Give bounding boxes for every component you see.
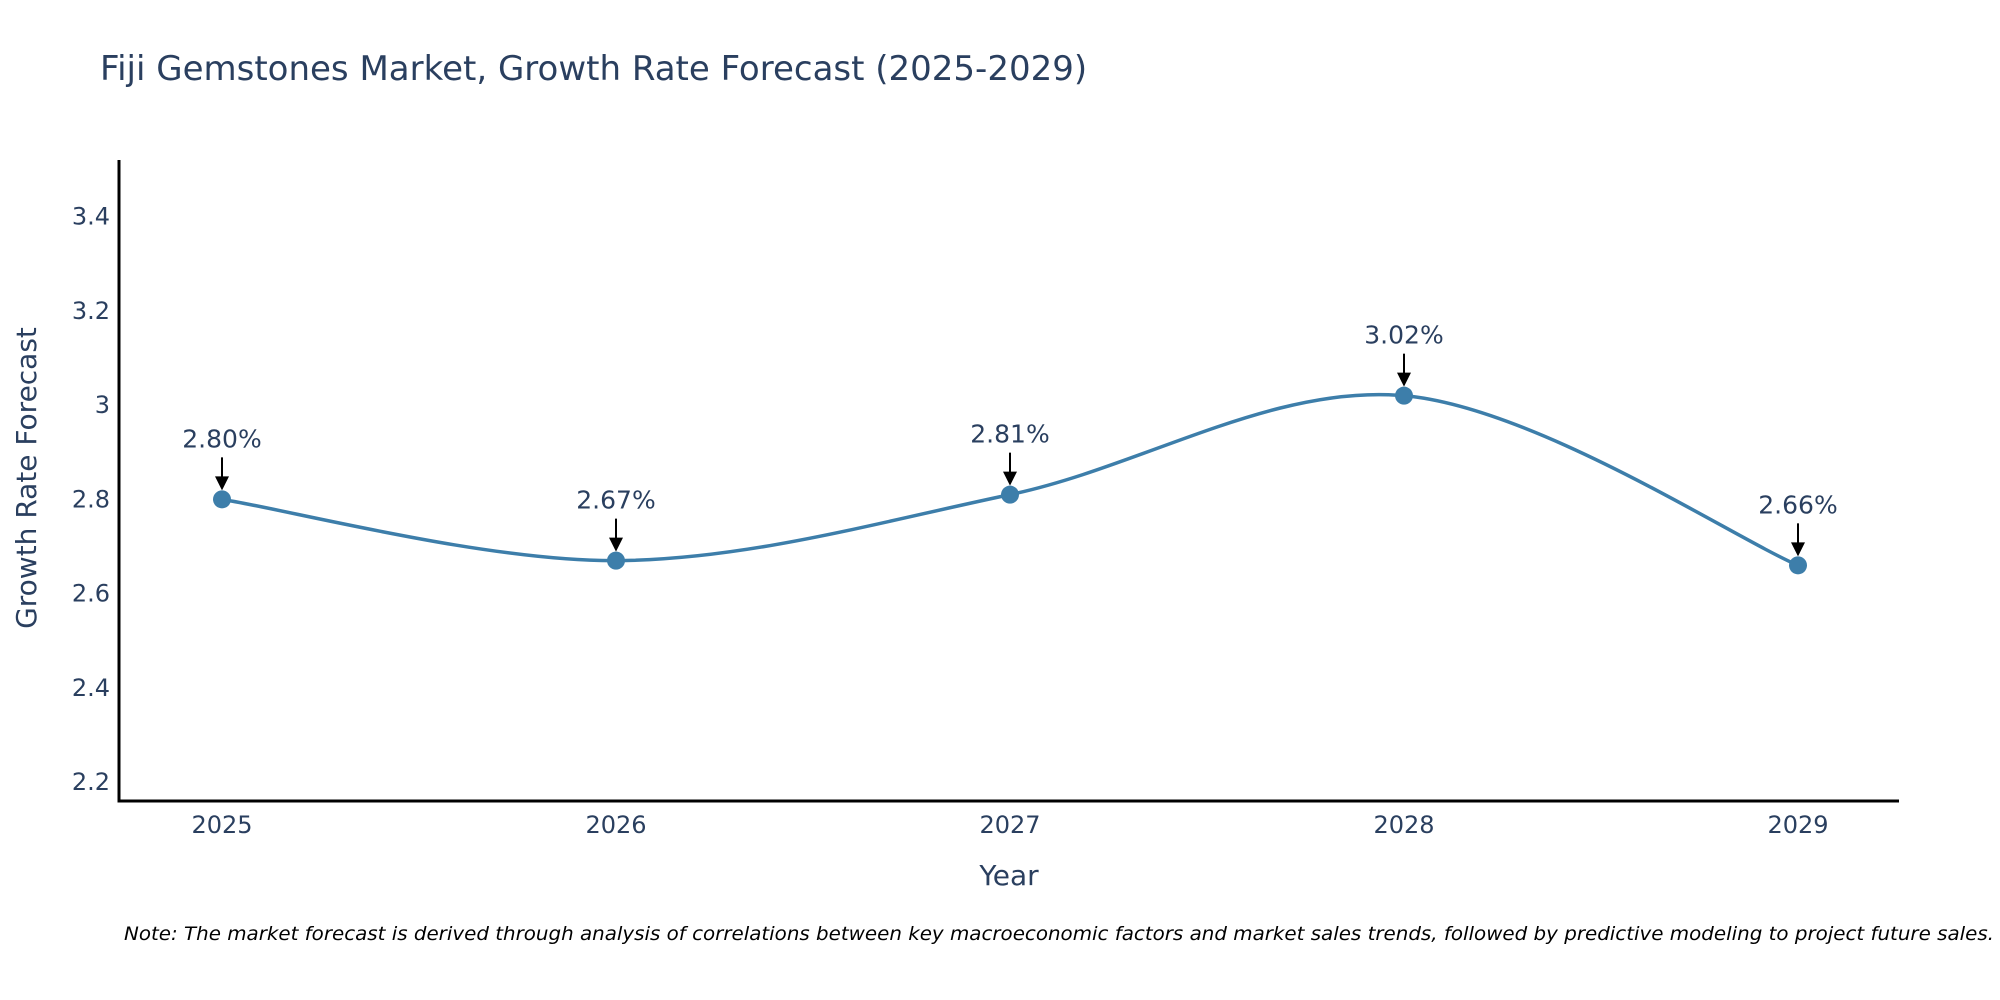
footnote: Note: The market forecast is derived thr… (124, 923, 1994, 945)
x-tick-label: 2029 (1767, 811, 1828, 839)
annotation-arrow-head (1003, 471, 1017, 486)
data-point-2025[interactable] (213, 490, 231, 509)
data-label: 3.02% (1364, 321, 1443, 350)
y-tick-label: 2.4 (72, 674, 110, 702)
x-tick-label: 2025 (191, 811, 252, 839)
x-tick-label: 2026 (585, 811, 646, 839)
data-label: 2.81% (970, 420, 1049, 449)
data-label: 2.66% (1758, 490, 1837, 519)
y-tick-label: 2.2 (72, 768, 110, 796)
data-point-2028[interactable] (1395, 386, 1413, 405)
annotation-arrow-head (1791, 542, 1805, 557)
chart-title: Fiji Gemstones Market, Growth Rate Forec… (100, 49, 1087, 89)
x-tick-label: 2028 (1373, 811, 1434, 839)
annotation-arrow-head (215, 476, 229, 491)
x-axis-title: Year (978, 859, 1039, 892)
data-annotations: 2.80% 2.67% 2.81% 3.02% 2.66% (182, 321, 1838, 557)
data-label: 2.80% (182, 424, 261, 453)
data-point-2027[interactable] (1001, 485, 1019, 504)
x-tick-label: 2027 (979, 811, 1040, 839)
y-tick-label: 2.6 (72, 580, 110, 608)
y-tick-label: 2.8 (72, 485, 110, 513)
y-axis-ticks: 2.2 2.4 2.6 2.8 3 3.2 3.4 (72, 203, 110, 797)
data-point-2026[interactable] (607, 551, 625, 570)
y-axis-title: Growth Rate Forecast (10, 327, 43, 629)
x-axis-ticks: 2025 2026 2027 2028 2029 (191, 811, 1828, 839)
annotation-arrow-head (609, 537, 623, 552)
data-points (213, 386, 1807, 575)
annotation-arrow-head (1397, 372, 1411, 387)
y-tick-label: 3.2 (72, 297, 110, 325)
data-label: 2.67% (576, 486, 655, 515)
y-tick-label: 3 (95, 391, 110, 419)
y-tick-label: 3.4 (72, 203, 110, 231)
data-point-2029[interactable] (1789, 556, 1807, 575)
